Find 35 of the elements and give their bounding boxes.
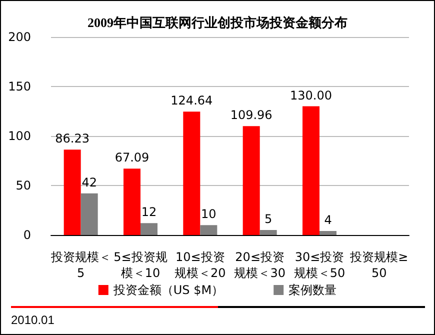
data-label: 10 (201, 207, 216, 222)
x-tick-label: 30≤投资规模＜50 (294, 250, 346, 280)
text: 2010.01 (11, 313, 54, 327)
y-tick-label: 100 (8, 129, 31, 143)
legend-label: 投资金额（US $M） (112, 283, 224, 297)
y-tick-label: 150 (8, 80, 31, 94)
data-label: 109.96 (230, 108, 272, 122)
x-tick-label: 投资规模≥50 (349, 250, 408, 280)
chart-title: 2009年中国互联网行业创投市场投资金额分布 (88, 15, 348, 30)
y-tick-label: 50 (16, 178, 31, 192)
y-tick-label: 200 (8, 30, 31, 44)
x-tick-label: 10≤投资规模＜20 (174, 250, 226, 280)
data-label: 42 (82, 175, 97, 190)
bar (80, 193, 98, 235)
bar (140, 223, 158, 235)
x-tick-label: 5≤投资规模＜10 (114, 250, 168, 280)
bar (183, 112, 200, 235)
bar (124, 168, 140, 235)
data-label: 5 (264, 212, 272, 226)
data-label: 67.09 (114, 150, 150, 165)
bar (260, 230, 277, 235)
data-label: 12 (141, 205, 157, 220)
bar (320, 231, 336, 235)
data-label: 86.23 (55, 132, 90, 146)
legend-label: 案例数量 (288, 283, 337, 297)
data-label: 124.64 (170, 94, 213, 108)
data-label: 130.00 (290, 88, 332, 102)
bar (200, 225, 218, 235)
bar (242, 126, 260, 235)
x-tick-label: 20≤投资规模＜30 (234, 250, 286, 280)
x-tick-label: 投资规模＜ 5 (50, 250, 111, 280)
bar (302, 106, 320, 235)
y-tick-label: 0 (23, 228, 31, 242)
bar (64, 150, 81, 235)
data-label: 4 (324, 213, 332, 228)
